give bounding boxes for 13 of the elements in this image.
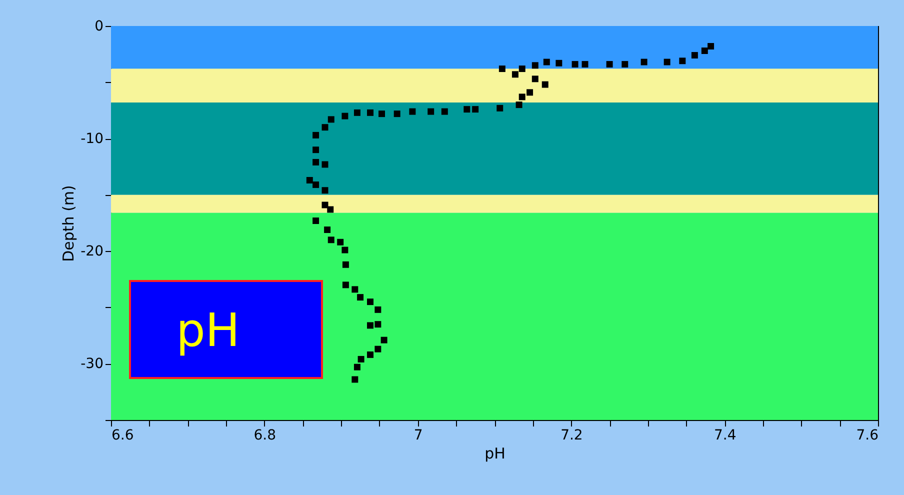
y-tick-label: -20	[80, 244, 104, 260]
x-tick-label: 7.6	[856, 428, 879, 444]
x-tick-label: 6.8	[254, 428, 276, 444]
x-tick-label: 6.6	[112, 428, 134, 444]
y-tick-label: 0	[94, 18, 104, 34]
x-tick-label: 7.4	[714, 428, 736, 444]
y-axis-title: Depth (m)	[60, 185, 78, 262]
y-tick-label: -30	[80, 356, 104, 372]
y-tick-label: -10	[80, 131, 104, 148]
x-tick-label: 7	[414, 428, 423, 444]
x-axis-title: pH	[484, 444, 506, 462]
x-tick-label: 7.2	[560, 428, 583, 444]
annotation: pH	[176, 303, 240, 357]
